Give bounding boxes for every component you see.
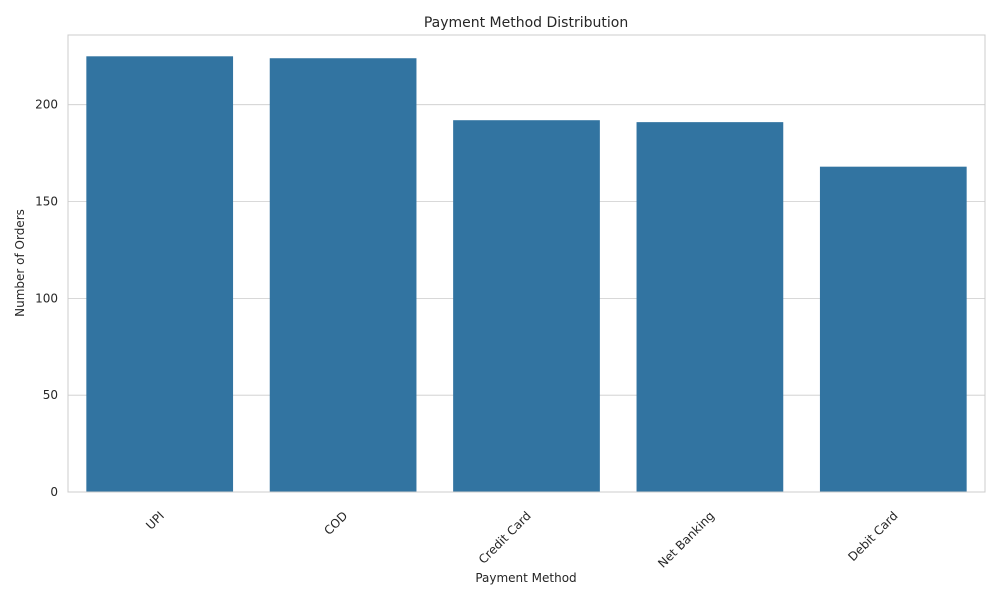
x-tick-label: UPI xyxy=(143,509,167,533)
bar-upi xyxy=(86,56,234,493)
bars xyxy=(86,56,967,493)
y-axis-label: Number of Orders xyxy=(13,209,27,317)
x-axis-ticks: UPI COD Credit Card Net Banking Debit Card xyxy=(143,509,900,571)
y-tick-label: 100 xyxy=(35,291,58,305)
y-tick-label: 200 xyxy=(35,98,58,112)
y-axis-ticks: 0 50 100 150 200 xyxy=(35,98,58,499)
x-tick-label: COD xyxy=(321,509,350,538)
x-tick-label: Debit Card xyxy=(845,509,900,564)
bar-credit-card xyxy=(453,120,600,492)
bar-debit-card xyxy=(819,166,967,492)
y-tick-label: 50 xyxy=(43,388,58,402)
chart-title: Payment Method Distribution xyxy=(424,15,628,31)
y-tick-label: 150 xyxy=(35,195,58,209)
bar-cod xyxy=(269,58,417,492)
y-tick-label: 0 xyxy=(50,485,58,499)
x-tick-label: Net Banking xyxy=(655,509,717,571)
x-tick-label: Credit Card xyxy=(476,509,534,567)
bar-net-banking xyxy=(636,122,784,492)
x-axis-label: Payment Method xyxy=(475,571,576,585)
plot-frame xyxy=(67,34,986,493)
